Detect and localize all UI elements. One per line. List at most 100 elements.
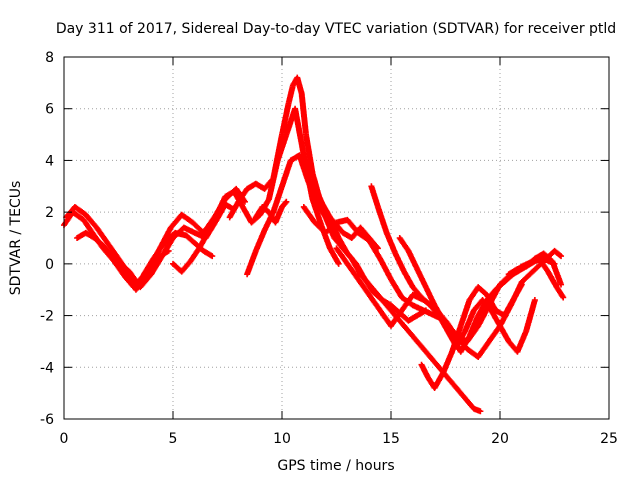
data-point-run bbox=[378, 308, 394, 328]
data-point-run bbox=[389, 303, 402, 315]
data-point-run bbox=[260, 204, 271, 215]
data-point-run bbox=[303, 133, 316, 175]
data-point bbox=[422, 307, 429, 314]
data-point-run bbox=[214, 195, 228, 217]
chart-title: Day 311 of 2017, Sidereal Day-to-day VTE… bbox=[56, 21, 616, 37]
data-point-run bbox=[384, 231, 398, 256]
data-point-run bbox=[294, 76, 305, 95]
series-track-h bbox=[252, 198, 290, 226]
data-point bbox=[283, 198, 290, 205]
data-point-run bbox=[345, 262, 361, 282]
x-tick-label: 25 bbox=[600, 431, 618, 447]
data-point-run bbox=[184, 233, 197, 246]
data-point-run bbox=[487, 324, 503, 344]
data-point bbox=[209, 253, 216, 260]
data-point-run bbox=[112, 259, 128, 279]
x-tick-label: 10 bbox=[273, 431, 291, 447]
data-point-run bbox=[188, 246, 202, 263]
series-track-m bbox=[418, 281, 525, 391]
data-point-run bbox=[356, 277, 372, 297]
data-point-run bbox=[118, 262, 132, 282]
series-track-n bbox=[309, 178, 429, 324]
data-point-run bbox=[305, 179, 320, 204]
data-point bbox=[335, 260, 342, 267]
x-tick-label: 0 bbox=[60, 431, 69, 447]
data-point-run bbox=[196, 231, 211, 251]
x-tick-label: 5 bbox=[169, 431, 178, 447]
data-point-run bbox=[458, 334, 472, 354]
data-point-run bbox=[428, 355, 441, 370]
data-point-run bbox=[489, 308, 503, 328]
data-point-run bbox=[419, 344, 433, 359]
x-tick-label: 20 bbox=[491, 431, 509, 447]
data-point-run bbox=[402, 324, 415, 339]
y-tick-label: 4 bbox=[45, 153, 54, 169]
y-tick-label: 0 bbox=[45, 257, 54, 273]
data-point-run bbox=[310, 179, 324, 204]
data-point-run bbox=[441, 319, 455, 338]
data-point-run bbox=[81, 218, 95, 235]
data-point bbox=[518, 281, 525, 288]
data-points bbox=[61, 74, 567, 415]
data-point-run bbox=[168, 212, 184, 230]
y-tick-label: -2 bbox=[40, 309, 54, 325]
data-point-run bbox=[327, 246, 341, 266]
data-point-run bbox=[240, 205, 254, 225]
data-point-run bbox=[476, 339, 492, 359]
data-point bbox=[560, 294, 567, 301]
data-point-run bbox=[109, 251, 123, 266]
data-point-run bbox=[253, 228, 267, 253]
data-point-run bbox=[157, 226, 174, 250]
data-point-run bbox=[353, 262, 368, 282]
y-tick-label: 2 bbox=[45, 205, 54, 221]
data-point bbox=[241, 198, 248, 205]
data-point-run bbox=[179, 259, 193, 274]
data-point bbox=[477, 408, 484, 415]
data-point-run bbox=[279, 199, 289, 209]
data-point-run bbox=[397, 236, 411, 253]
series-track-k bbox=[368, 183, 538, 355]
data-point-run bbox=[334, 246, 350, 266]
data-point-run bbox=[367, 238, 383, 261]
data-point-run bbox=[388, 277, 405, 300]
data-point bbox=[558, 253, 565, 260]
data-point-run bbox=[336, 236, 350, 256]
data-point-run bbox=[524, 256, 537, 269]
x-tick-label: 15 bbox=[382, 431, 400, 447]
data-point-run bbox=[296, 153, 311, 183]
data-point-run bbox=[236, 187, 250, 204]
data-point-run bbox=[476, 285, 489, 297]
data-point-run bbox=[279, 158, 294, 188]
data-point-run bbox=[406, 249, 420, 271]
data-point-run bbox=[552, 248, 563, 259]
data-point-run bbox=[94, 225, 110, 245]
data-point-run bbox=[462, 308, 477, 333]
data-point-run bbox=[549, 259, 564, 287]
data-point-run bbox=[262, 176, 276, 191]
x-axis-label: GPS time / hours bbox=[277, 458, 394, 474]
data-point-run bbox=[440, 350, 455, 375]
data-point-run bbox=[410, 285, 424, 300]
data-point-run bbox=[493, 279, 507, 292]
data-point-run bbox=[292, 107, 307, 157]
data-point-run bbox=[140, 267, 154, 284]
data-point-run bbox=[133, 280, 145, 292]
data-point-run bbox=[475, 298, 490, 318]
data-point-run bbox=[519, 269, 535, 284]
data-point-run bbox=[227, 200, 241, 219]
data-point-run bbox=[367, 293, 383, 313]
y-tick-label: 6 bbox=[45, 102, 54, 118]
data-point-run bbox=[419, 295, 433, 308]
data-point bbox=[558, 281, 565, 288]
data-point-run bbox=[458, 298, 472, 328]
data-point-run bbox=[273, 205, 285, 225]
data-point-run bbox=[345, 251, 359, 266]
data-point-run bbox=[244, 249, 259, 276]
data-point-run bbox=[279, 102, 292, 136]
data-point bbox=[165, 247, 172, 254]
data-point-run bbox=[83, 212, 99, 230]
data-point-run bbox=[515, 329, 529, 354]
data-point-run bbox=[432, 370, 446, 390]
data-point-run bbox=[205, 213, 219, 235]
